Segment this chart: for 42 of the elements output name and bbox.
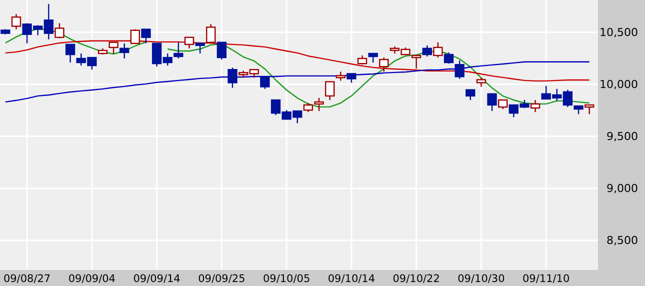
x-tick-label: 09/10/05: [262, 273, 310, 285]
candlestick: [120, 42, 130, 60]
candlestick: [454, 60, 464, 80]
candlestick: [346, 73, 356, 84]
candlestick: [357, 54, 368, 66]
x-tick-label: 09/10/22: [392, 273, 440, 285]
candlestick: [65, 44, 76, 64]
x-tick-label: 09/09/04: [68, 273, 116, 285]
y-tick-label: 10,500: [600, 26, 638, 40]
candlestick: [314, 97, 324, 112]
candlestick: [336, 71, 346, 82]
x-tick-label: 09/09/25: [198, 273, 246, 285]
candlestick: [368, 52, 378, 64]
y-tick-label: 8,500: [606, 234, 638, 248]
x-tick-label: 09/11/10: [522, 273, 570, 285]
x-tick-label: 09/10/30: [458, 273, 505, 285]
candlestick: [444, 52, 454, 64]
candlestick: [228, 67, 238, 88]
y-tick-label: 9,000: [606, 182, 638, 196]
candlestick: [108, 42, 118, 54]
candlestick: [303, 102, 314, 113]
candlestick: [584, 104, 594, 115]
candlestick: [466, 89, 476, 101]
candlestick: [174, 42, 184, 60]
x-tick-label: 09/09/14: [133, 273, 181, 285]
candlestick: [260, 76, 270, 90]
candlestick: [216, 42, 227, 60]
candlestick: [379, 56, 389, 72]
y-tick-label: 9,500: [606, 130, 638, 144]
candlestick: [422, 44, 432, 58]
candlestick: [487, 93, 497, 112]
x-tick-label: 09/10/14: [328, 273, 376, 285]
x-tick-label: 09/08/27: [3, 273, 51, 285]
candlestick: [141, 28, 151, 44]
y-tick-label: 10,000: [600, 78, 638, 92]
candlestick: [433, 42, 443, 58]
candlestick: [184, 36, 194, 49]
candlestick: [11, 13, 22, 30]
candlestick: [530, 99, 540, 113]
candlestick: [498, 99, 508, 110]
line-series: [4, 61, 590, 103]
candlestick: [195, 42, 205, 54]
